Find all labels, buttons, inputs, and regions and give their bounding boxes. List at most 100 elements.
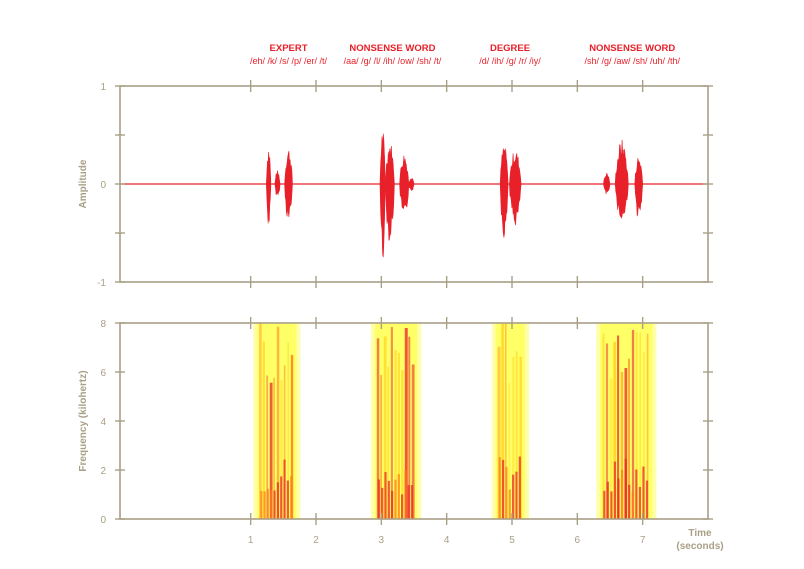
time-axis-unit: (seconds) (676, 541, 723, 552)
spectrogram-streak (408, 336, 411, 519)
spectrogram-ticks (115, 317, 713, 525)
phoneme-label: /aa/ /g/ /l/ /ih/ /ow/ /sh/ /t/ (344, 56, 442, 66)
spectrogram-energy (610, 491, 613, 519)
spectrogram-streak (512, 356, 515, 519)
spectrogram-energy (381, 487, 384, 519)
waveform-panel: 1 0 -1 Amplitude (78, 80, 713, 289)
spectrogram-energy (280, 476, 283, 519)
waveform-burst (614, 139, 629, 220)
y-tick-label: 2 (100, 466, 106, 477)
y-tick-label: 0 (100, 515, 106, 526)
word-title: DEGREE (490, 43, 530, 54)
spectrogram-energy (276, 482, 279, 519)
phoneme-label: /sh/ /g/ /aw/ /sh/ /uh/ /th/ (584, 56, 680, 66)
word-title: NONSENSE WORD (589, 43, 675, 54)
spectrogram-energy (283, 459, 286, 519)
spectrogram-energy (401, 494, 404, 519)
spectrogram-energy (624, 458, 627, 519)
spectrogram-energy (498, 457, 501, 519)
spectrogram-energy (638, 486, 641, 519)
word-title: EXPERT (270, 43, 308, 54)
spectrogram-streak (605, 343, 609, 519)
spectrogram-streak (266, 375, 269, 519)
waveform-plot (120, 133, 708, 258)
spectrogram-streak (387, 366, 390, 519)
waveform-burst (634, 158, 644, 217)
spectrogram-streak (646, 333, 649, 519)
spectrogram-streak (259, 323, 262, 519)
phoneme-label: /eh/ /k/ /s/ /p/ /er/ /t/ (250, 56, 328, 66)
spectrogram-heatmap (253, 323, 657, 519)
waveform-burst (284, 150, 293, 217)
y-tick-label: 6 (100, 368, 106, 379)
spectrogram-streak (602, 333, 605, 519)
spectrogram-streak (262, 341, 265, 519)
spectrogram-streak (411, 364, 415, 519)
spectrogram-panel: 8 6 4 2 0 1 2 3 4 5 6 7 Frequency (kilohertz) Time… (78, 317, 724, 552)
spectrogram-energy (613, 461, 617, 519)
spectrogram-streak (394, 350, 397, 519)
spectrogram-energy (606, 481, 609, 519)
spectrogram-energy (384, 472, 387, 519)
x-tick-label: 1 (248, 535, 254, 546)
spectrogram-energy (512, 474, 515, 519)
time-axis-title: Time (688, 528, 712, 539)
spectrogram-streak (504, 323, 507, 519)
x-tick-label: 5 (509, 535, 515, 546)
spectrogram-streak (617, 335, 620, 519)
spectrogram-energy (502, 459, 505, 519)
x-tick-label: 3 (379, 535, 385, 546)
spectrogram-streak (635, 331, 638, 519)
waveform-burst (509, 153, 522, 226)
spectrogram-energy (260, 490, 263, 519)
x-tick-label: 2 (313, 535, 319, 546)
waveform-ticks (115, 80, 713, 288)
spectrogram-streak (290, 354, 294, 519)
spectrogram-energy (642, 466, 645, 519)
spectrogram-streak (269, 382, 273, 519)
spectrogram-energy (266, 488, 270, 519)
y-tick-label: 0 (100, 180, 106, 191)
spectrogram-streak (631, 329, 635, 519)
waveform-burst (399, 155, 410, 210)
spectrogram-energy (508, 489, 511, 519)
spectrogram-x-tick-labels: 1 2 3 4 5 6 7 (248, 535, 646, 546)
spectrogram-y-tick-labels: 8 6 4 2 0 (100, 319, 106, 526)
spectrogram-energy (620, 469, 624, 519)
word-title: NONSENSE WORD (349, 43, 435, 54)
y-tick-label: 4 (100, 417, 106, 428)
spectrogram-streak (624, 368, 628, 519)
spectrogram-energy (505, 466, 508, 519)
x-tick-label: 6 (575, 535, 581, 546)
spectrogram-energy (603, 490, 606, 519)
spectrogram-energy (290, 476, 293, 519)
spectrogram-streak (283, 365, 286, 519)
spectrogram-energy (515, 471, 518, 519)
amplitude-axis-title: Amplitude (78, 159, 89, 208)
spectrogram-energy (286, 480, 289, 519)
waveform-burst (265, 151, 272, 224)
spectrogram-energy (631, 491, 634, 519)
spectrogram-energy (387, 480, 390, 519)
spectrogram-streak (609, 378, 613, 519)
spectrogram-streak (401, 370, 404, 519)
waveform-burst (603, 172, 611, 195)
spectrogram-energy (391, 490, 394, 519)
x-tick-label: 4 (444, 535, 450, 546)
spectrogram-streak (497, 346, 501, 519)
spectrogram-streak (404, 328, 408, 519)
spectrogram-energy (404, 470, 407, 519)
spectrogram-streak (501, 323, 504, 519)
spectrogram-energy (263, 491, 266, 519)
spectrogram-streak (515, 351, 518, 519)
word-titles: EXPERT/eh/ /k/ /s/ /p/ /er/ /t/NONSENSE … (250, 43, 680, 66)
spectrogram-streak (628, 358, 630, 519)
spectrogram-energy (394, 479, 397, 519)
waveform-burst (384, 145, 395, 241)
spectrogram-energy (518, 456, 521, 519)
y-tick-label: 1 (100, 82, 106, 93)
spectrogram-streak (508, 382, 511, 519)
spectrogram-streak (643, 352, 646, 519)
spectrogram-energy (270, 490, 273, 519)
x-tick-label: 7 (640, 535, 646, 546)
